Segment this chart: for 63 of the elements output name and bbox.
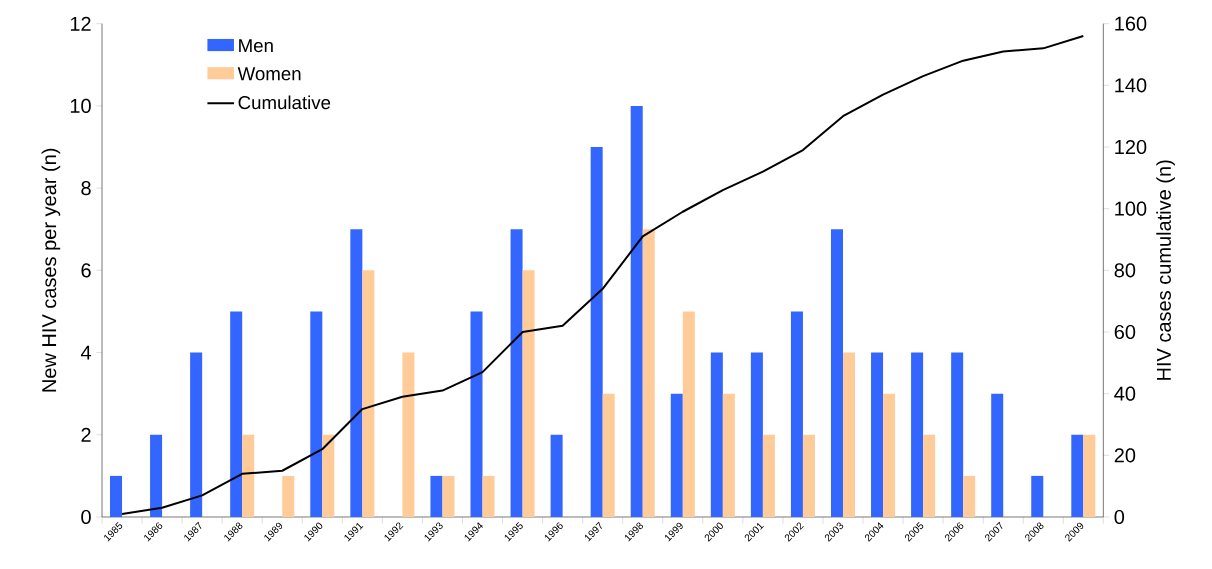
- bar: [710, 352, 723, 517]
- bar: [911, 352, 924, 517]
- bar: [750, 352, 763, 517]
- bar: [602, 393, 615, 517]
- bar: [1031, 475, 1044, 517]
- bar: [1083, 434, 1096, 517]
- y2-tick-label: 80: [1114, 263, 1136, 278]
- y2-tick-label: 160: [1115, 16, 1147, 31]
- bar: [282, 475, 295, 517]
- bar: [550, 434, 563, 517]
- bar: [430, 475, 443, 517]
- y2-tick-label: 60: [1114, 324, 1136, 340]
- y-tick-label: 10: [70, 98, 91, 113]
- y2-tick-label: 120: [1115, 139, 1147, 155]
- bar: [951, 352, 964, 517]
- bar: [442, 475, 455, 517]
- y-tick-label: 8: [81, 181, 91, 196]
- bar: [190, 352, 203, 517]
- bar: [322, 434, 335, 517]
- bar: [871, 352, 884, 517]
- bar: [883, 393, 896, 517]
- y2-tick-label: 40: [1114, 386, 1136, 401]
- bar: [790, 311, 803, 517]
- bar: [963, 475, 976, 517]
- bar: [842, 352, 856, 517]
- y-axis-title: New HIV cases per year (n): [41, 148, 61, 392]
- bar: [722, 393, 735, 517]
- bar: [350, 229, 363, 517]
- bar: [402, 352, 415, 517]
- bar: [642, 229, 655, 517]
- bar: [991, 393, 1004, 517]
- bar: [482, 475, 495, 517]
- y2-tick-label: 0: [1114, 509, 1125, 525]
- bar: [110, 475, 123, 517]
- bar: [630, 105, 643, 517]
- bar: [1071, 434, 1084, 517]
- bar: [682, 311, 695, 517]
- y2-tick-label: 100: [1115, 201, 1147, 216]
- bar: [510, 229, 523, 517]
- y2-tick-label: 20: [1114, 448, 1136, 463]
- legend-label: Men: [239, 39, 273, 53]
- bar: [310, 311, 323, 517]
- y-tick-label: 6: [81, 263, 91, 278]
- bar: [230, 311, 243, 517]
- bar: [242, 434, 255, 517]
- legend-label: Cumulative: [238, 95, 331, 110]
- y-tick-label: 2: [81, 427, 91, 442]
- bar: [590, 147, 603, 517]
- bar: [830, 229, 843, 517]
- bar: [762, 434, 775, 517]
- y-tick-label: 0: [81, 509, 91, 525]
- y-tick-label: 4: [80, 345, 92, 360]
- bar: [923, 434, 936, 517]
- y-tick-label: 12: [70, 16, 91, 31]
- y2-axis-title: HIV cases cumulative (n): [1156, 160, 1175, 380]
- bar: [150, 434, 163, 517]
- bar: [522, 270, 535, 517]
- bar: [670, 393, 683, 517]
- bar: [802, 434, 815, 517]
- bar: [362, 270, 375, 517]
- bar: [470, 311, 483, 517]
- y2-tick-label: 140: [1115, 78, 1147, 93]
- legend-label: Women: [237, 67, 301, 81]
